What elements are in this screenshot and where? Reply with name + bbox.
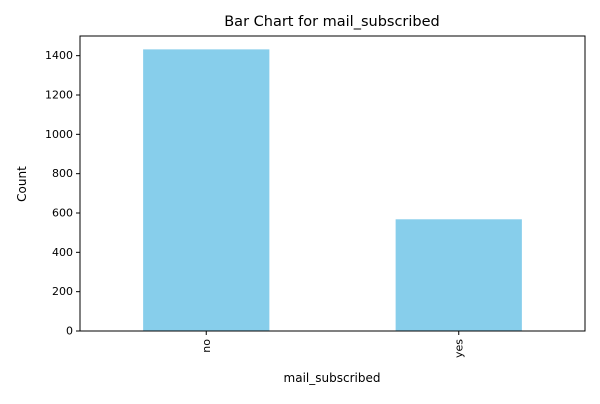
y-tick-label: 800 (52, 167, 73, 180)
y-axis-label: Count (15, 166, 29, 202)
y-tick-label: 1200 (45, 89, 73, 102)
x-axis: no yes (200, 331, 465, 358)
y-tick-label: 0 (66, 325, 73, 338)
x-tick-label: no (200, 339, 213, 353)
y-tick-label: 1000 (45, 128, 73, 141)
y-tick-label: 200 (52, 285, 73, 298)
bar-no (143, 49, 270, 332)
bars-group (143, 49, 522, 332)
x-tick-label: yes (452, 339, 465, 358)
y-axis: 0 200 400 600 800 1000 1200 1400 (45, 49, 80, 338)
chart-title: Bar Chart for mail_subscribed (224, 14, 440, 30)
y-tick-label: 1400 (45, 49, 73, 62)
bar-yes (395, 219, 522, 331)
plot-frame (79, 35, 586, 332)
x-axis-label: mail_subscribed (284, 371, 381, 385)
y-tick-label: 600 (52, 207, 73, 220)
y-tick-label: 400 (52, 246, 73, 259)
